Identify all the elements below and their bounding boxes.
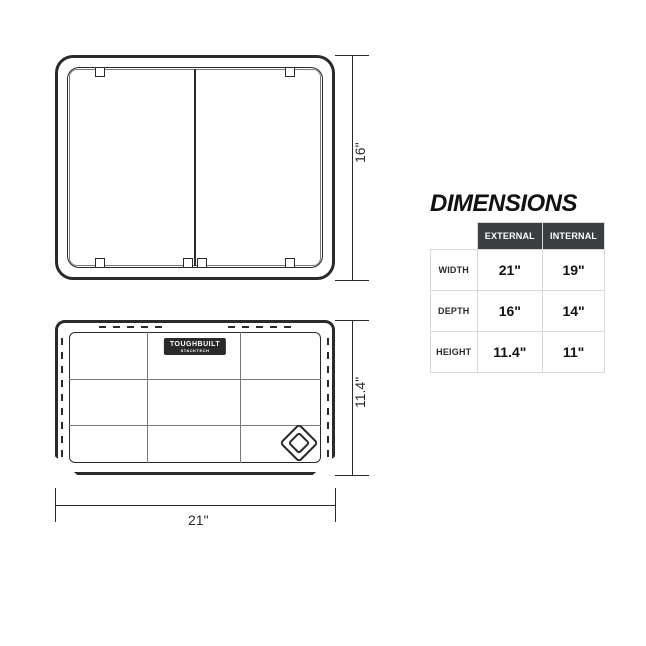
top-view-tab [285, 258, 295, 268]
top-view-tab [95, 258, 105, 268]
dimensions-infographic: 16" TOUGH [0, 0, 646, 646]
width-dimension-line [55, 505, 335, 506]
depth-dimension-line [352, 55, 354, 280]
side-view-slot [127, 326, 134, 328]
depth-dimension-cap [335, 280, 369, 281]
depth-dimension-cap [335, 55, 369, 56]
side-view-slot [228, 326, 235, 328]
top-view-divider [194, 69, 196, 266]
side-view-slot [327, 436, 329, 443]
table-cell-external: 21" [477, 250, 543, 291]
side-view-slot [327, 422, 329, 429]
side-view-slot [113, 326, 120, 328]
table-row-label: DEPTH [431, 291, 478, 332]
table-col-internal: INTERNAL [543, 223, 605, 250]
table-cell-internal: 11" [543, 332, 605, 373]
side-view-slot [155, 326, 162, 328]
side-view-slot [141, 326, 148, 328]
table-row-label: HEIGHT [431, 332, 478, 373]
table-row: HEIGHT 11.4" 11" [431, 332, 605, 373]
side-view-slot [327, 394, 329, 401]
width-dimension-label: 21" [185, 512, 212, 528]
table-cell-internal: 19" [543, 250, 605, 291]
side-view-slot [99, 326, 106, 328]
table-corner-cell [431, 223, 478, 250]
product-side-view: TOUGHBUILT STACKTECH [55, 320, 335, 475]
table-row-label: WIDTH [431, 250, 478, 291]
side-view-slot [61, 450, 63, 457]
side-view-slot [242, 326, 249, 328]
side-view-slot [61, 352, 63, 359]
depth-dimension-label: 16" [352, 142, 368, 163]
top-view-tab [183, 258, 193, 268]
height-dimension-label: 11.4" [352, 377, 368, 408]
brand-badge: TOUGHBUILT STACKTECH [164, 338, 226, 355]
side-view-gridline [240, 332, 241, 463]
top-view-tab [197, 258, 207, 268]
side-view-slot [327, 352, 329, 359]
product-top-view [55, 55, 335, 280]
side-view-gridline [69, 379, 321, 380]
height-dimension-cap [335, 320, 369, 321]
width-dimension-cap [335, 488, 336, 522]
side-view-slot [61, 394, 63, 401]
table-row: DEPTH 16" 14" [431, 291, 605, 332]
side-view-gridline [69, 425, 321, 426]
side-view-slot [61, 366, 63, 373]
brand-sub: STACKTECH [170, 349, 220, 353]
dimensions-table: EXTERNAL INTERNAL WIDTH 21" 19" DEPTH 16… [430, 222, 605, 373]
side-view-slot [327, 450, 329, 457]
height-dimension-cap [335, 475, 369, 476]
side-view-slot [256, 326, 263, 328]
side-view-slot [61, 436, 63, 443]
dimensions-heading: DIMENSIONS [430, 190, 577, 218]
table-col-external: EXTERNAL [477, 223, 543, 250]
side-view-slot [327, 380, 329, 387]
side-view-slot [270, 326, 277, 328]
brand-name: TOUGHBUILT [170, 341, 220, 348]
table-row: WIDTH 21" 19" [431, 250, 605, 291]
side-view-slot [61, 380, 63, 387]
table-cell-internal: 14" [543, 291, 605, 332]
side-view-slot [327, 408, 329, 415]
side-view-slot [284, 326, 291, 328]
side-view-slot [61, 422, 63, 429]
side-view-slot [327, 338, 329, 345]
side-view-gridline [147, 332, 148, 463]
side-view-slot [327, 366, 329, 373]
table-cell-external: 16" [477, 291, 543, 332]
top-view-tab [285, 67, 295, 77]
top-view-tab [95, 67, 105, 77]
width-dimension-cap [55, 488, 56, 522]
side-view-slot [61, 408, 63, 415]
side-view-slot [61, 338, 63, 345]
table-cell-external: 11.4" [477, 332, 543, 373]
